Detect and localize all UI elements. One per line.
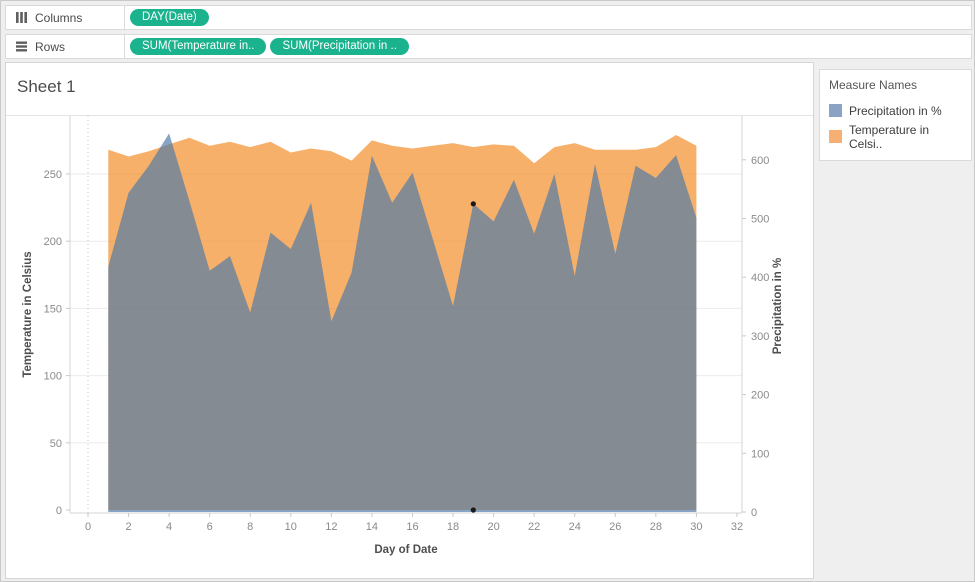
axis-text: 22 [528,521,540,533]
axis-text: 20 [487,521,499,533]
axis-text: 200 [44,236,62,248]
rows-shelf-label-cell: Rows [6,35,125,58]
point-mark[interactable] [470,201,476,207]
axis-text: 30 [690,521,702,533]
axis-text: Precipitation in % [772,258,784,355]
legend-label: Precipitation in % [849,103,942,118]
axis-text: 8 [247,521,253,533]
axis-text: 4 [166,521,172,533]
axis-text: 150 [44,303,62,315]
axis-text: 100 [44,371,62,383]
axis-text: 0 [56,505,62,517]
measure-names-legend[interactable]: Measure Names Precipitation in % Temperat… [819,69,972,161]
axis-text: 6 [207,521,213,533]
axis-text: 300 [751,331,769,343]
rows-shelf-title: Rows [35,39,66,54]
columns-shelf-title: Columns [35,10,83,25]
axis-text: Day of Date [374,544,437,556]
axis-text: 600 [751,155,769,167]
columns-shelf[interactable]: Columns DAY(Date) [5,5,972,30]
shelf-pill[interactable]: SUM(Precipitation in .. [270,38,409,55]
axis-text: 400 [751,272,769,284]
axis-text: 18 [447,521,459,533]
legend-item[interactable]: Precipitation in % [820,101,971,120]
axis-text: 14 [366,521,378,533]
axis-text: 0 [751,507,757,519]
axis-text: 2 [125,521,131,533]
shelf-pill[interactable]: DAY(Date) [130,9,209,26]
rows-shelf[interactable]: Rows SUM(Temperature in.. SUM(Precipitati… [5,34,972,59]
legend-item[interactable]: Temperature in Celsi.. [820,120,971,153]
axis-text: 50 [50,438,62,450]
shelf-pill[interactable]: SUM(Temperature in.. [130,38,267,55]
axis-text: 24 [569,521,581,533]
axis-text: 28 [650,521,662,533]
legend-swatch [829,130,842,143]
worksheet-card: Sheet 1 0 50 100 150 200 250 0 100 200 300 400 500 6… [5,62,814,579]
axis-text: 100 [751,448,769,460]
area-precipitation[interactable] [108,133,697,512]
axis-text: 26 [609,521,621,533]
axis-text: 10 [285,521,297,533]
columns-icon [15,11,28,24]
axis-text: 12 [325,521,337,533]
legend-label: Temperature in Celsi.. [849,122,930,151]
sheet-title: Sheet 1 [6,63,813,116]
axis-text: 200 [751,390,769,402]
point-mark[interactable] [470,507,476,513]
axis-text: 250 [44,169,62,181]
columns-shelf-label-cell: Columns [6,6,125,29]
axis-text: 16 [406,521,418,533]
legend-swatch [829,104,842,117]
axis-text: 32 [731,521,743,533]
axis-text: 500 [751,214,769,226]
legend-title: Measure Names [829,78,918,92]
rows-icon [15,40,28,53]
columns-pills-area[interactable]: DAY(Date) [125,6,971,29]
axis-text: Temperature in Celsius [22,251,34,377]
rows-pills-area[interactable]: SUM(Temperature in.. SUM(Precipitation in… [125,35,971,58]
axis-text: 0 [85,521,91,533]
